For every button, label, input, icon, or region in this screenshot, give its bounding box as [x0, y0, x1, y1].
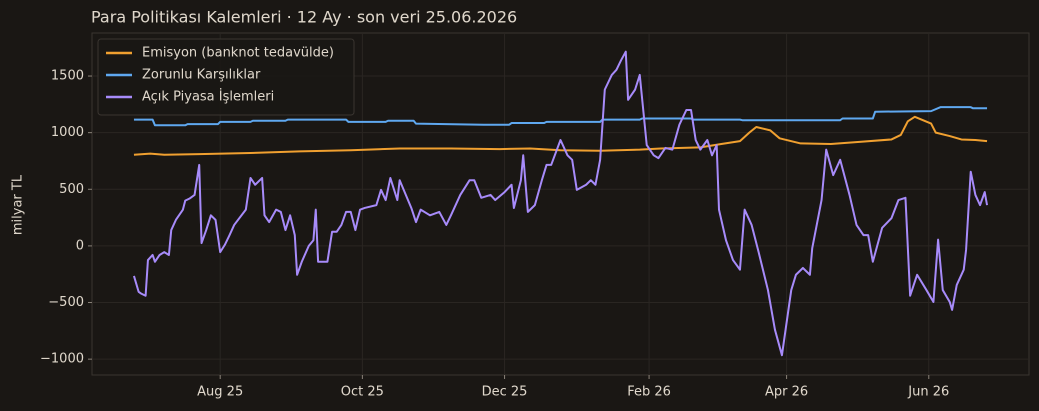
- line: [132, 50, 989, 357]
- line: [133, 106, 988, 127]
- y-tick-label: 1000: [51, 125, 84, 140]
- legend-label: Emisyon (banknot tedavülde): [142, 46, 334, 61]
- y-tick-label: 1500: [51, 69, 84, 84]
- y-axis-label: milyar TL: [11, 174, 26, 235]
- y-tick-label: −1000: [40, 352, 84, 367]
- legend-box: [97, 38, 355, 116]
- legend-label: Zorunlu Karşılıklar: [142, 68, 261, 83]
- x-tick-label: Feb 26: [627, 385, 671, 400]
- x-tick-label: Dec 25: [482, 385, 528, 400]
- x-tick-label: Apr 26: [765, 385, 808, 400]
- y-tick-label: 0: [76, 238, 84, 253]
- y-tick-label: 500: [59, 182, 84, 197]
- x-tick-label: Aug 25: [197, 385, 243, 400]
- plot-frame: [91, 32, 1030, 376]
- line: [133, 115, 988, 156]
- chart-title: Para Politikası Kalemleri · 12 Ay · son …: [91, 8, 517, 27]
- legend-label: Açık Piyasa İşlemleri: [142, 89, 274, 105]
- x-tick-label: Jun 26: [907, 385, 949, 400]
- x-tick-label: Oct 25: [341, 385, 384, 400]
- y-tick-label: −500: [48, 295, 84, 310]
